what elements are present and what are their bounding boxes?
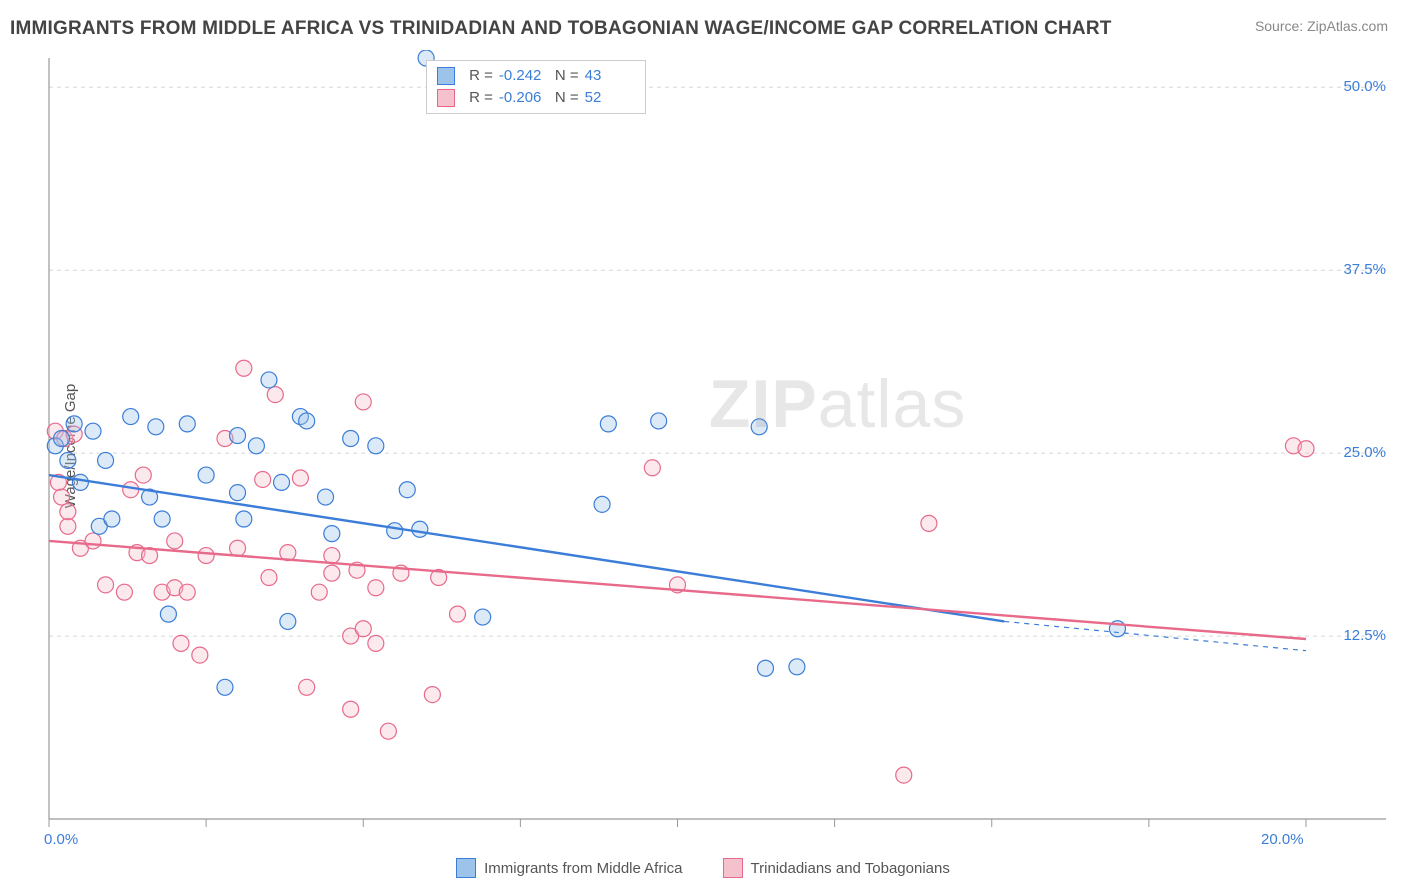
legend-label: Immigrants from Middle Africa <box>484 860 682 877</box>
legend-item: Immigrants from Middle Africa <box>456 858 682 878</box>
y-tick-label: 50.0% <box>1331 78 1386 95</box>
y-tick-label: 12.5% <box>1331 627 1386 644</box>
legend-swatch <box>723 858 743 878</box>
stats-row: R = -0.206 N = 52 <box>437 87 635 109</box>
x-tick-label: 0.0% <box>44 831 78 848</box>
y-tick-label: 37.5% <box>1331 261 1386 278</box>
n-label: N = <box>555 65 579 87</box>
legend-label: Trinidadians and Tobagonians <box>751 860 950 877</box>
n-label: N = <box>555 87 579 109</box>
y-tick-label: 25.0% <box>1331 444 1386 461</box>
stats-row: R = -0.242 N = 43 <box>437 65 635 87</box>
x-tick-label: 20.0% <box>1261 831 1304 848</box>
n-value: 43 <box>585 65 635 87</box>
stats-legend-box: R = -0.242 N = 43 R = -0.206 N = 52 <box>426 60 646 114</box>
chart-title: IMMIGRANTS FROM MIDDLE AFRICA VS TRINIDA… <box>10 18 1396 40</box>
legend-item: Trinidadians and Tobagonians <box>723 858 950 878</box>
r-value: -0.206 <box>499 87 549 109</box>
r-label: R = <box>469 65 493 87</box>
scatter-plot <box>45 50 1386 847</box>
plot-area: ZIPatlas R =-0.242N =43R =-0.206N =52 25… <box>45 50 1386 847</box>
r-label: R = <box>469 87 493 109</box>
bottom-legend: Immigrants from Middle Africa Trinidadian… <box>0 858 1406 882</box>
legend-swatch <box>437 67 455 85</box>
r-value: -0.242 <box>499 65 549 87</box>
legend-swatch <box>456 858 476 878</box>
n-value: 52 <box>585 87 635 109</box>
legend-swatch <box>437 89 455 107</box>
source-label: Source: ZipAtlas.com <box>1255 18 1388 34</box>
